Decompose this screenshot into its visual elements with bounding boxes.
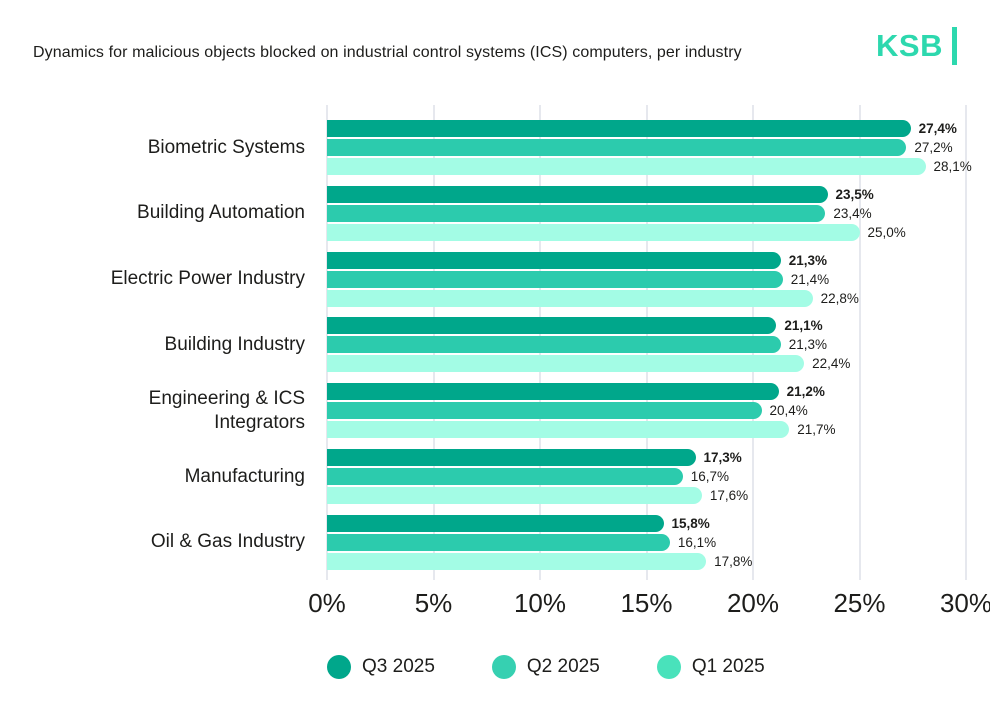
bar-q3-2025 xyxy=(327,449,696,466)
x-axis-tick-label: 25% xyxy=(833,588,886,618)
bar-q3-2025 xyxy=(327,514,664,532)
value-label: 21,3% xyxy=(788,252,827,268)
value-label: 15,8% xyxy=(671,515,710,531)
legend-swatch-icon xyxy=(327,655,351,679)
bar-q2-2025 xyxy=(327,402,762,420)
gridline xyxy=(858,105,861,580)
category-label-text: Building Automation xyxy=(137,202,305,224)
ksb-logo-bar-icon xyxy=(952,27,957,65)
category-label: Engineering & ICS Integrators xyxy=(0,383,305,438)
value-label: 21,3% xyxy=(788,337,827,353)
value-label: 16,7% xyxy=(690,469,729,484)
category-label: Biometric Systems xyxy=(0,120,305,175)
category-label: Building Industry xyxy=(0,317,305,372)
value-label: 17,6% xyxy=(709,488,749,503)
value-label: 21,1% xyxy=(784,318,823,334)
value-label: 27,4% xyxy=(918,121,957,136)
value-label: 25,0% xyxy=(867,224,906,240)
ksb-logo-text: KSB xyxy=(876,28,943,63)
value-label: 21,7% xyxy=(797,422,836,438)
legend-item-q3-2025: Q3 2025 xyxy=(327,655,435,679)
bar-q2-2025 xyxy=(327,204,826,222)
category-label-text: Building Industry xyxy=(164,334,305,356)
legend-swatch-icon xyxy=(656,655,681,679)
value-label: 27,2% xyxy=(914,140,953,155)
value-label: 16,1% xyxy=(677,534,717,550)
bar-q1-2025 xyxy=(327,487,702,504)
category-label-text: Manufacturing xyxy=(184,465,305,487)
bar-q1-2025 xyxy=(327,289,813,307)
legend-item-q1-2025: Q1 2025 xyxy=(656,655,765,679)
x-axis-tick-label: 10% xyxy=(513,588,567,618)
x-axis-tick-label: 0% xyxy=(308,588,346,618)
bar-q3-2025 xyxy=(327,120,911,137)
bar-q2-2025 xyxy=(327,468,683,485)
ksb-logo: KSB xyxy=(876,27,957,65)
value-label: 20,4% xyxy=(769,403,808,419)
bar-q3-2025 xyxy=(327,317,777,335)
category-label-text: Oil & Gas Industry xyxy=(150,531,305,553)
category-label-text: Electric Power Industry xyxy=(110,268,305,290)
bar-q3-2025 xyxy=(327,383,779,401)
x-axis-tick-label: 20% xyxy=(726,588,780,618)
bar-q1-2025 xyxy=(327,421,790,439)
x-axis-tick-label: 15% xyxy=(620,588,673,618)
value-label: 28,1% xyxy=(933,159,972,174)
x-axis-tick-label: 5% xyxy=(414,588,453,618)
chart-legend: Q3 2025 Q2 2025 Q1 2025 xyxy=(327,655,765,679)
category-label-text: Biometric Systems xyxy=(147,136,305,158)
legend-item-q2-2025: Q2 2025 xyxy=(491,655,600,679)
x-axis-tick-label: 30% xyxy=(939,588,990,618)
bar-q2-2025 xyxy=(327,336,781,354)
bar-q1-2025 xyxy=(327,355,805,373)
legend-swatch-icon xyxy=(491,655,516,679)
value-label: 21,2% xyxy=(786,384,825,400)
category-label-text: Engineering & ICS Integrators xyxy=(148,387,305,433)
bar-q3-2025 xyxy=(327,185,828,203)
legend-label: Q2 2025 xyxy=(526,656,600,677)
bar-q2-2025 xyxy=(327,139,907,156)
legend-label: Q1 2025 xyxy=(691,656,765,677)
legend-label: Q3 2025 xyxy=(362,656,435,677)
gridline xyxy=(965,105,967,580)
value-label: 17,8% xyxy=(714,553,753,569)
category-label: Electric Power Industry xyxy=(0,252,305,307)
value-label: 23,4% xyxy=(833,205,872,221)
value-label: 17,3% xyxy=(703,450,742,465)
bar-q1-2025 xyxy=(327,552,707,570)
value-label: 22,8% xyxy=(820,290,859,306)
chart-title: Dynamics for malicious objects blocked o… xyxy=(33,44,742,61)
bar-q2-2025 xyxy=(327,270,783,288)
bar-q2-2025 xyxy=(327,533,670,551)
value-label: 22,4% xyxy=(812,356,851,372)
bar-q1-2025 xyxy=(327,158,926,175)
bar-q3-2025 xyxy=(327,251,781,269)
bar-q1-2025 xyxy=(327,223,860,241)
category-label: Building Automation xyxy=(0,186,305,241)
category-label: Manufacturing xyxy=(0,449,305,504)
value-label: 23,5% xyxy=(835,186,874,202)
category-label: Oil & Gas Industry xyxy=(0,515,305,570)
value-label: 21,4% xyxy=(790,271,830,287)
